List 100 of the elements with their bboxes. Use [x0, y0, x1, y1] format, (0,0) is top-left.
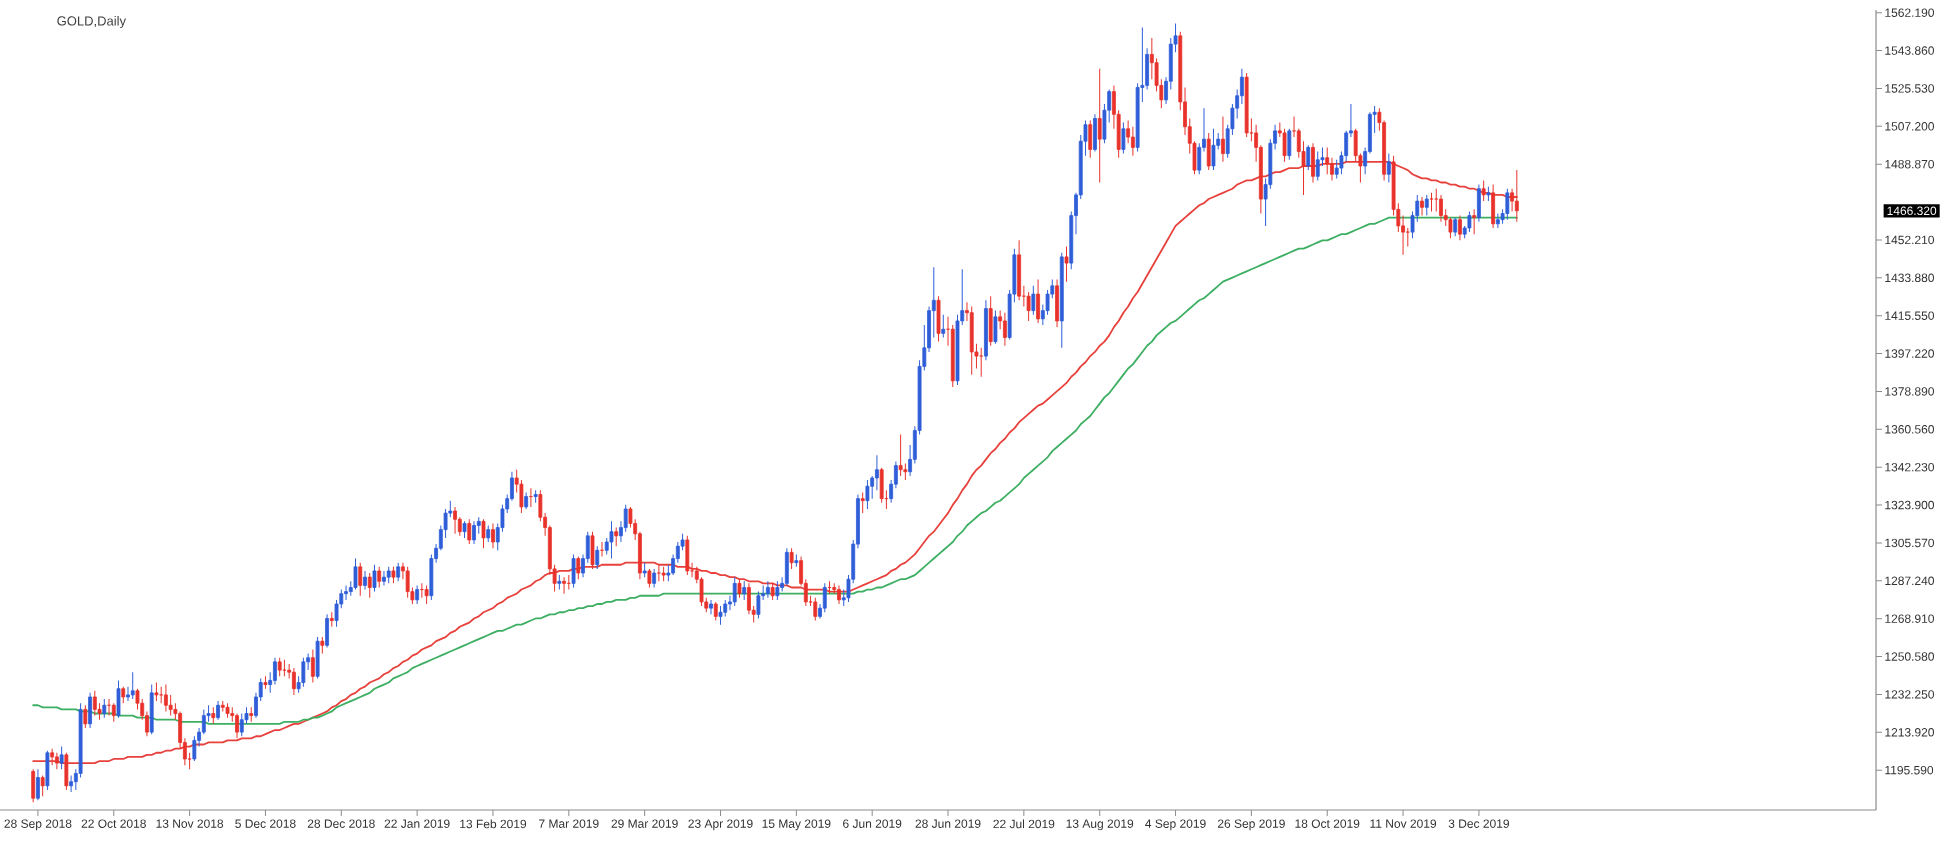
candlestick — [310, 648, 315, 684]
candlestick — [405, 566, 410, 599]
candlestick — [1453, 217, 1458, 237]
candlestick — [130, 671, 135, 700]
candlestick — [571, 553, 576, 588]
candlestick — [765, 580, 770, 599]
candlestick — [83, 704, 88, 729]
candlestick — [277, 657, 282, 677]
candlestick — [111, 702, 116, 723]
candlestick — [737, 578, 742, 599]
candlestick — [713, 601, 718, 622]
candlestick — [315, 636, 320, 679]
candlestick — [1514, 169, 1519, 223]
candlestick — [813, 597, 818, 622]
candlestick — [1325, 146, 1330, 175]
candlestick — [31, 768, 36, 803]
candlestick — [1429, 192, 1434, 212]
candlestick — [1017, 239, 1022, 301]
candlestick — [936, 295, 941, 343]
candlestick — [718, 605, 723, 626]
candlestick — [1211, 128, 1216, 171]
candlestick — [291, 667, 296, 696]
candlestick — [789, 547, 794, 570]
candlestick — [472, 520, 476, 545]
candlestick — [382, 570, 386, 586]
candlestick — [102, 698, 107, 719]
candlestick — [732, 576, 737, 607]
candlestick — [747, 582, 751, 615]
candlestick — [40, 775, 45, 797]
candlestick — [164, 684, 168, 712]
candlestick — [325, 613, 329, 648]
candlestick — [1315, 151, 1320, 181]
candlestick — [879, 467, 884, 504]
candlestick — [424, 584, 429, 605]
candlestick — [1420, 196, 1424, 217]
candlestick — [775, 580, 780, 601]
candlestick — [367, 572, 372, 599]
candlestick — [576, 555, 581, 580]
candlestick — [1097, 68, 1102, 184]
candlestick — [1424, 194, 1429, 217]
candlestick — [1282, 128, 1287, 163]
candlestick — [941, 314, 946, 338]
candlestick — [415, 584, 420, 605]
candlestick — [898, 434, 903, 477]
candlestick — [784, 547, 789, 586]
candlestick — [1002, 312, 1007, 347]
candlestick — [358, 562, 363, 597]
candlestick — [979, 347, 984, 378]
candlestick — [1093, 113, 1097, 153]
candlestick — [1130, 126, 1135, 157]
candlestick — [1458, 215, 1462, 241]
candlestick — [92, 690, 97, 717]
candlestick — [1472, 208, 1477, 235]
candlestick — [1088, 120, 1093, 159]
candlestick — [116, 679, 121, 719]
candlestick — [1448, 217, 1453, 239]
candlestick — [969, 305, 974, 376]
candlestick — [984, 299, 988, 361]
candlestick — [652, 568, 657, 588]
candlestick — [742, 580, 747, 601]
candlestick — [353, 558, 358, 591]
candlestick — [756, 591, 761, 619]
candlestick — [372, 564, 377, 593]
candlestick — [1121, 122, 1126, 155]
candlestick — [1481, 179, 1486, 202]
candlestick — [988, 295, 993, 347]
candlestick — [1221, 115, 1225, 163]
candlestick — [1206, 132, 1211, 171]
candlestick — [154, 682, 159, 702]
candlestick — [1026, 291, 1031, 322]
candlestick — [235, 713, 239, 739]
candlestick — [1439, 194, 1443, 223]
candlestick — [192, 735, 197, 762]
candlestick — [822, 582, 827, 613]
candlestick — [396, 562, 401, 582]
candlestick — [64, 752, 69, 791]
candlestick — [273, 657, 277, 686]
candlestick — [609, 520, 614, 560]
candlestick — [1287, 128, 1292, 161]
candlestick — [865, 479, 870, 510]
candlestick — [467, 518, 472, 545]
candlestick — [656, 564, 661, 582]
candlestick — [1476, 184, 1481, 223]
candlestick — [491, 522, 495, 549]
candlestick — [1491, 184, 1496, 229]
candlestick — [54, 752, 59, 770]
candlestick — [88, 692, 92, 729]
candlestick — [562, 576, 566, 595]
candlestick — [453, 506, 457, 535]
candlestick — [377, 566, 382, 588]
candlestick — [1467, 210, 1472, 233]
candlestick — [1505, 188, 1510, 221]
candlestick — [1036, 279, 1040, 324]
candlestick — [685, 535, 690, 576]
candlestick — [59, 746, 64, 770]
candlestick — [860, 491, 865, 514]
candlestick — [1306, 144, 1311, 171]
candlestick — [149, 684, 154, 735]
candlestick — [709, 599, 713, 615]
candlestick — [595, 545, 600, 570]
